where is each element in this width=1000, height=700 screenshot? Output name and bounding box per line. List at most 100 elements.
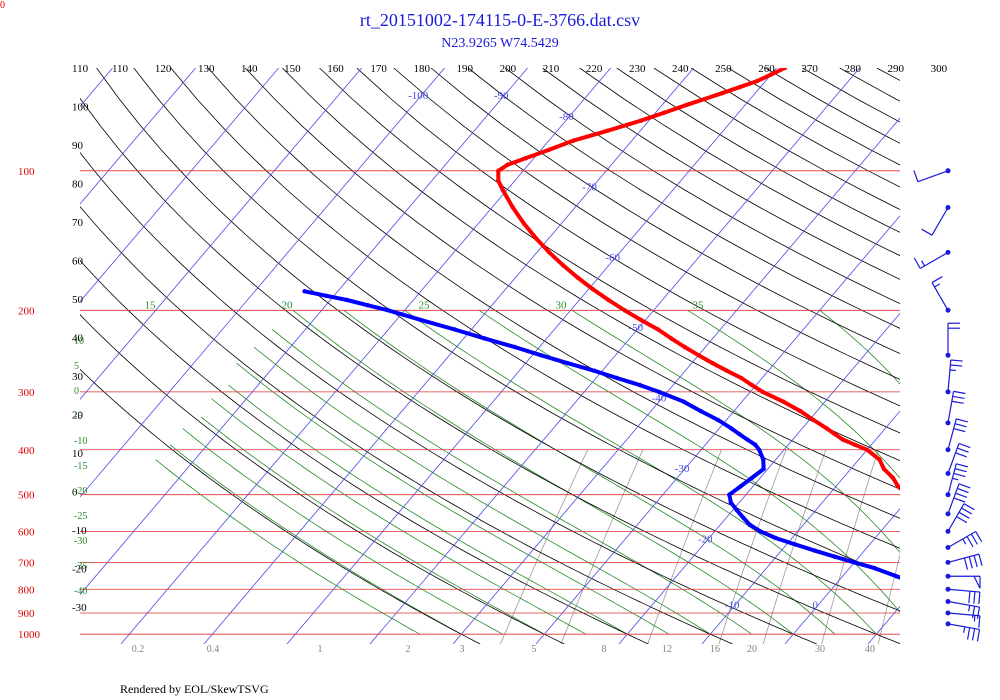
wind-barb-flag xyxy=(956,516,968,524)
theta-top-label: 110 xyxy=(112,63,129,75)
mixing-ratio-label: 2 xyxy=(406,644,411,655)
dewpoint-point xyxy=(715,417,721,423)
wind-barb-flag xyxy=(953,497,966,503)
theta-left-label: -30 xyxy=(72,602,87,614)
dewpoint-point xyxy=(832,554,837,559)
pressure-tick-label: 700 xyxy=(18,557,35,569)
moist-adiabat xyxy=(182,428,503,635)
dewpoint-point xyxy=(792,542,798,547)
theta-top-label: 300 xyxy=(931,63,948,75)
wind-barb-flag xyxy=(975,531,983,543)
temperature-point xyxy=(923,536,927,540)
theta-top-label: 120 xyxy=(155,63,172,75)
temperature-point xyxy=(852,442,858,447)
temperature-point xyxy=(798,408,803,414)
wind-barb-half-flag xyxy=(921,260,926,267)
isotherm-line xyxy=(203,68,694,644)
temperature-point xyxy=(606,297,611,303)
isotherms xyxy=(80,68,900,644)
dewpoint-profile xyxy=(302,289,900,580)
dry-adiabat xyxy=(876,68,900,81)
dry-adiabat xyxy=(988,68,1000,644)
temperature-point xyxy=(622,308,627,313)
temperature-point xyxy=(832,431,837,437)
mixing-ratio-line xyxy=(718,449,787,644)
temperature-point xyxy=(824,426,830,431)
isotherm-line xyxy=(120,68,611,644)
dry-adiabat xyxy=(616,68,900,233)
temperature-point xyxy=(696,352,701,358)
moist-adiabat xyxy=(253,346,711,635)
mixing-ratio-line xyxy=(647,449,722,644)
theta-top-label: 270 xyxy=(801,63,818,75)
dewpoint-point xyxy=(482,336,487,341)
dewpoint-point xyxy=(538,352,543,358)
theta-top-label: 220 xyxy=(586,63,603,75)
wind-barb-staff xyxy=(947,503,965,532)
temperature-point xyxy=(523,156,528,161)
theta-top-label: 180 xyxy=(413,63,430,75)
dewpoint-point xyxy=(933,587,937,591)
theta-top-label: 170 xyxy=(370,63,387,75)
isotherm-label: -50 xyxy=(629,322,644,334)
dewpoint-point xyxy=(365,302,370,308)
theta-left-label: 40 xyxy=(72,333,84,345)
temperature-point xyxy=(922,522,926,526)
pressure-tick-label: 400 xyxy=(18,445,35,457)
wind-barb-half-flag xyxy=(962,538,967,545)
wind-barb xyxy=(945,503,975,534)
temperature-point xyxy=(575,275,580,280)
moist-left-label: -40 xyxy=(74,586,87,597)
isotherm-line xyxy=(80,68,279,303)
temperature-point xyxy=(922,529,926,533)
wind-barb-flag xyxy=(952,395,965,399)
isotherm-label: -20 xyxy=(698,534,713,546)
mixing-ratio-label: 16 xyxy=(710,644,720,655)
temperature-point xyxy=(840,437,845,442)
dewpoint-point xyxy=(894,574,899,579)
mixing-ratio-label: 30 xyxy=(815,644,825,655)
pressure-tick-label: 600 xyxy=(18,526,35,538)
dewpoint-point xyxy=(302,289,307,294)
dewpoint-point xyxy=(979,611,983,615)
pressure-tick-label: 500 xyxy=(18,490,35,502)
isotherm-line xyxy=(535,215,900,644)
temperature-point xyxy=(881,466,887,472)
dewpoint-point xyxy=(512,344,517,350)
moist-adiabat xyxy=(272,329,753,635)
isotherm-line xyxy=(369,68,860,644)
dewpoint-point xyxy=(738,484,743,489)
dry-adiabat xyxy=(282,68,900,462)
dewpoint-point xyxy=(323,293,328,298)
isotherm-line xyxy=(286,68,777,644)
dewpoint-point xyxy=(749,475,755,481)
theta-top-label: 260 xyxy=(758,63,775,75)
isotherm-line xyxy=(80,68,113,107)
moist-left-label: -35 xyxy=(74,561,87,572)
isotherm-label: 0 xyxy=(812,599,818,611)
chart-title: rt_20151002-174115-0-E-3766.dat.csv xyxy=(359,10,641,30)
moist-adiabat xyxy=(292,309,794,635)
dewpoint-point xyxy=(740,515,746,520)
corner-label: 0 xyxy=(0,0,5,11)
wind-barb-flag xyxy=(963,503,975,511)
moist-left-label: 10 xyxy=(74,336,84,347)
dewpoint-point xyxy=(960,599,964,603)
moist-adiabat xyxy=(201,416,545,635)
dewpoint-point xyxy=(637,382,643,388)
dry-adiabat xyxy=(319,68,900,434)
moist-adiabat xyxy=(478,309,900,613)
dry-adiabat xyxy=(951,68,1000,644)
isotherm-line xyxy=(784,508,900,644)
isotherm-line xyxy=(80,68,445,498)
dry-adiabat xyxy=(356,68,900,407)
theta-top-label: 140 xyxy=(241,63,258,75)
dewpoint-point xyxy=(419,317,424,323)
dewpoint-point xyxy=(727,492,732,497)
moist-left-label: -25 xyxy=(74,511,87,522)
isotherm-line xyxy=(80,68,196,205)
wind-barb-flag xyxy=(950,364,963,367)
mixing-ratio-label: 8 xyxy=(602,644,607,655)
dewpoint-point xyxy=(987,616,991,620)
temperature-point xyxy=(755,78,760,84)
